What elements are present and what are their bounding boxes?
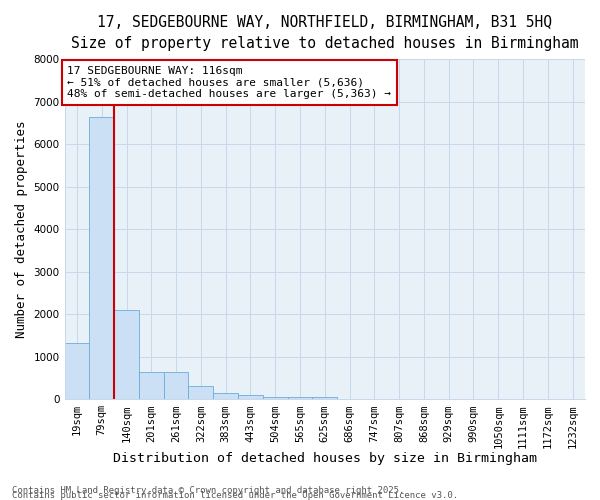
Bar — [238, 396, 263, 399]
X-axis label: Distribution of detached houses by size in Birmingham: Distribution of detached houses by size … — [113, 452, 537, 465]
Bar — [313, 397, 337, 399]
Bar — [188, 386, 213, 399]
Title: 17, SEDGEBOURNE WAY, NORTHFIELD, BIRMINGHAM, B31 5HQ
Size of property relative t: 17, SEDGEBOURNE WAY, NORTHFIELD, BIRMING… — [71, 15, 578, 51]
Bar — [263, 397, 287, 399]
Text: Contains HM Land Registry data © Crown copyright and database right 2025.: Contains HM Land Registry data © Crown c… — [12, 486, 404, 495]
Bar — [89, 116, 114, 399]
Bar — [114, 310, 139, 399]
Bar — [213, 393, 238, 399]
Bar — [164, 372, 188, 399]
Text: 17 SEDGEBOURNE WAY: 116sqm
← 51% of detached houses are smaller (5,636)
48% of s: 17 SEDGEBOURNE WAY: 116sqm ← 51% of deta… — [67, 66, 391, 99]
Bar — [139, 372, 164, 399]
Y-axis label: Number of detached properties: Number of detached properties — [15, 120, 28, 338]
Bar — [287, 398, 313, 399]
Text: Contains public sector information licensed under the Open Government Licence v3: Contains public sector information licen… — [12, 491, 458, 500]
Bar — [65, 343, 89, 399]
